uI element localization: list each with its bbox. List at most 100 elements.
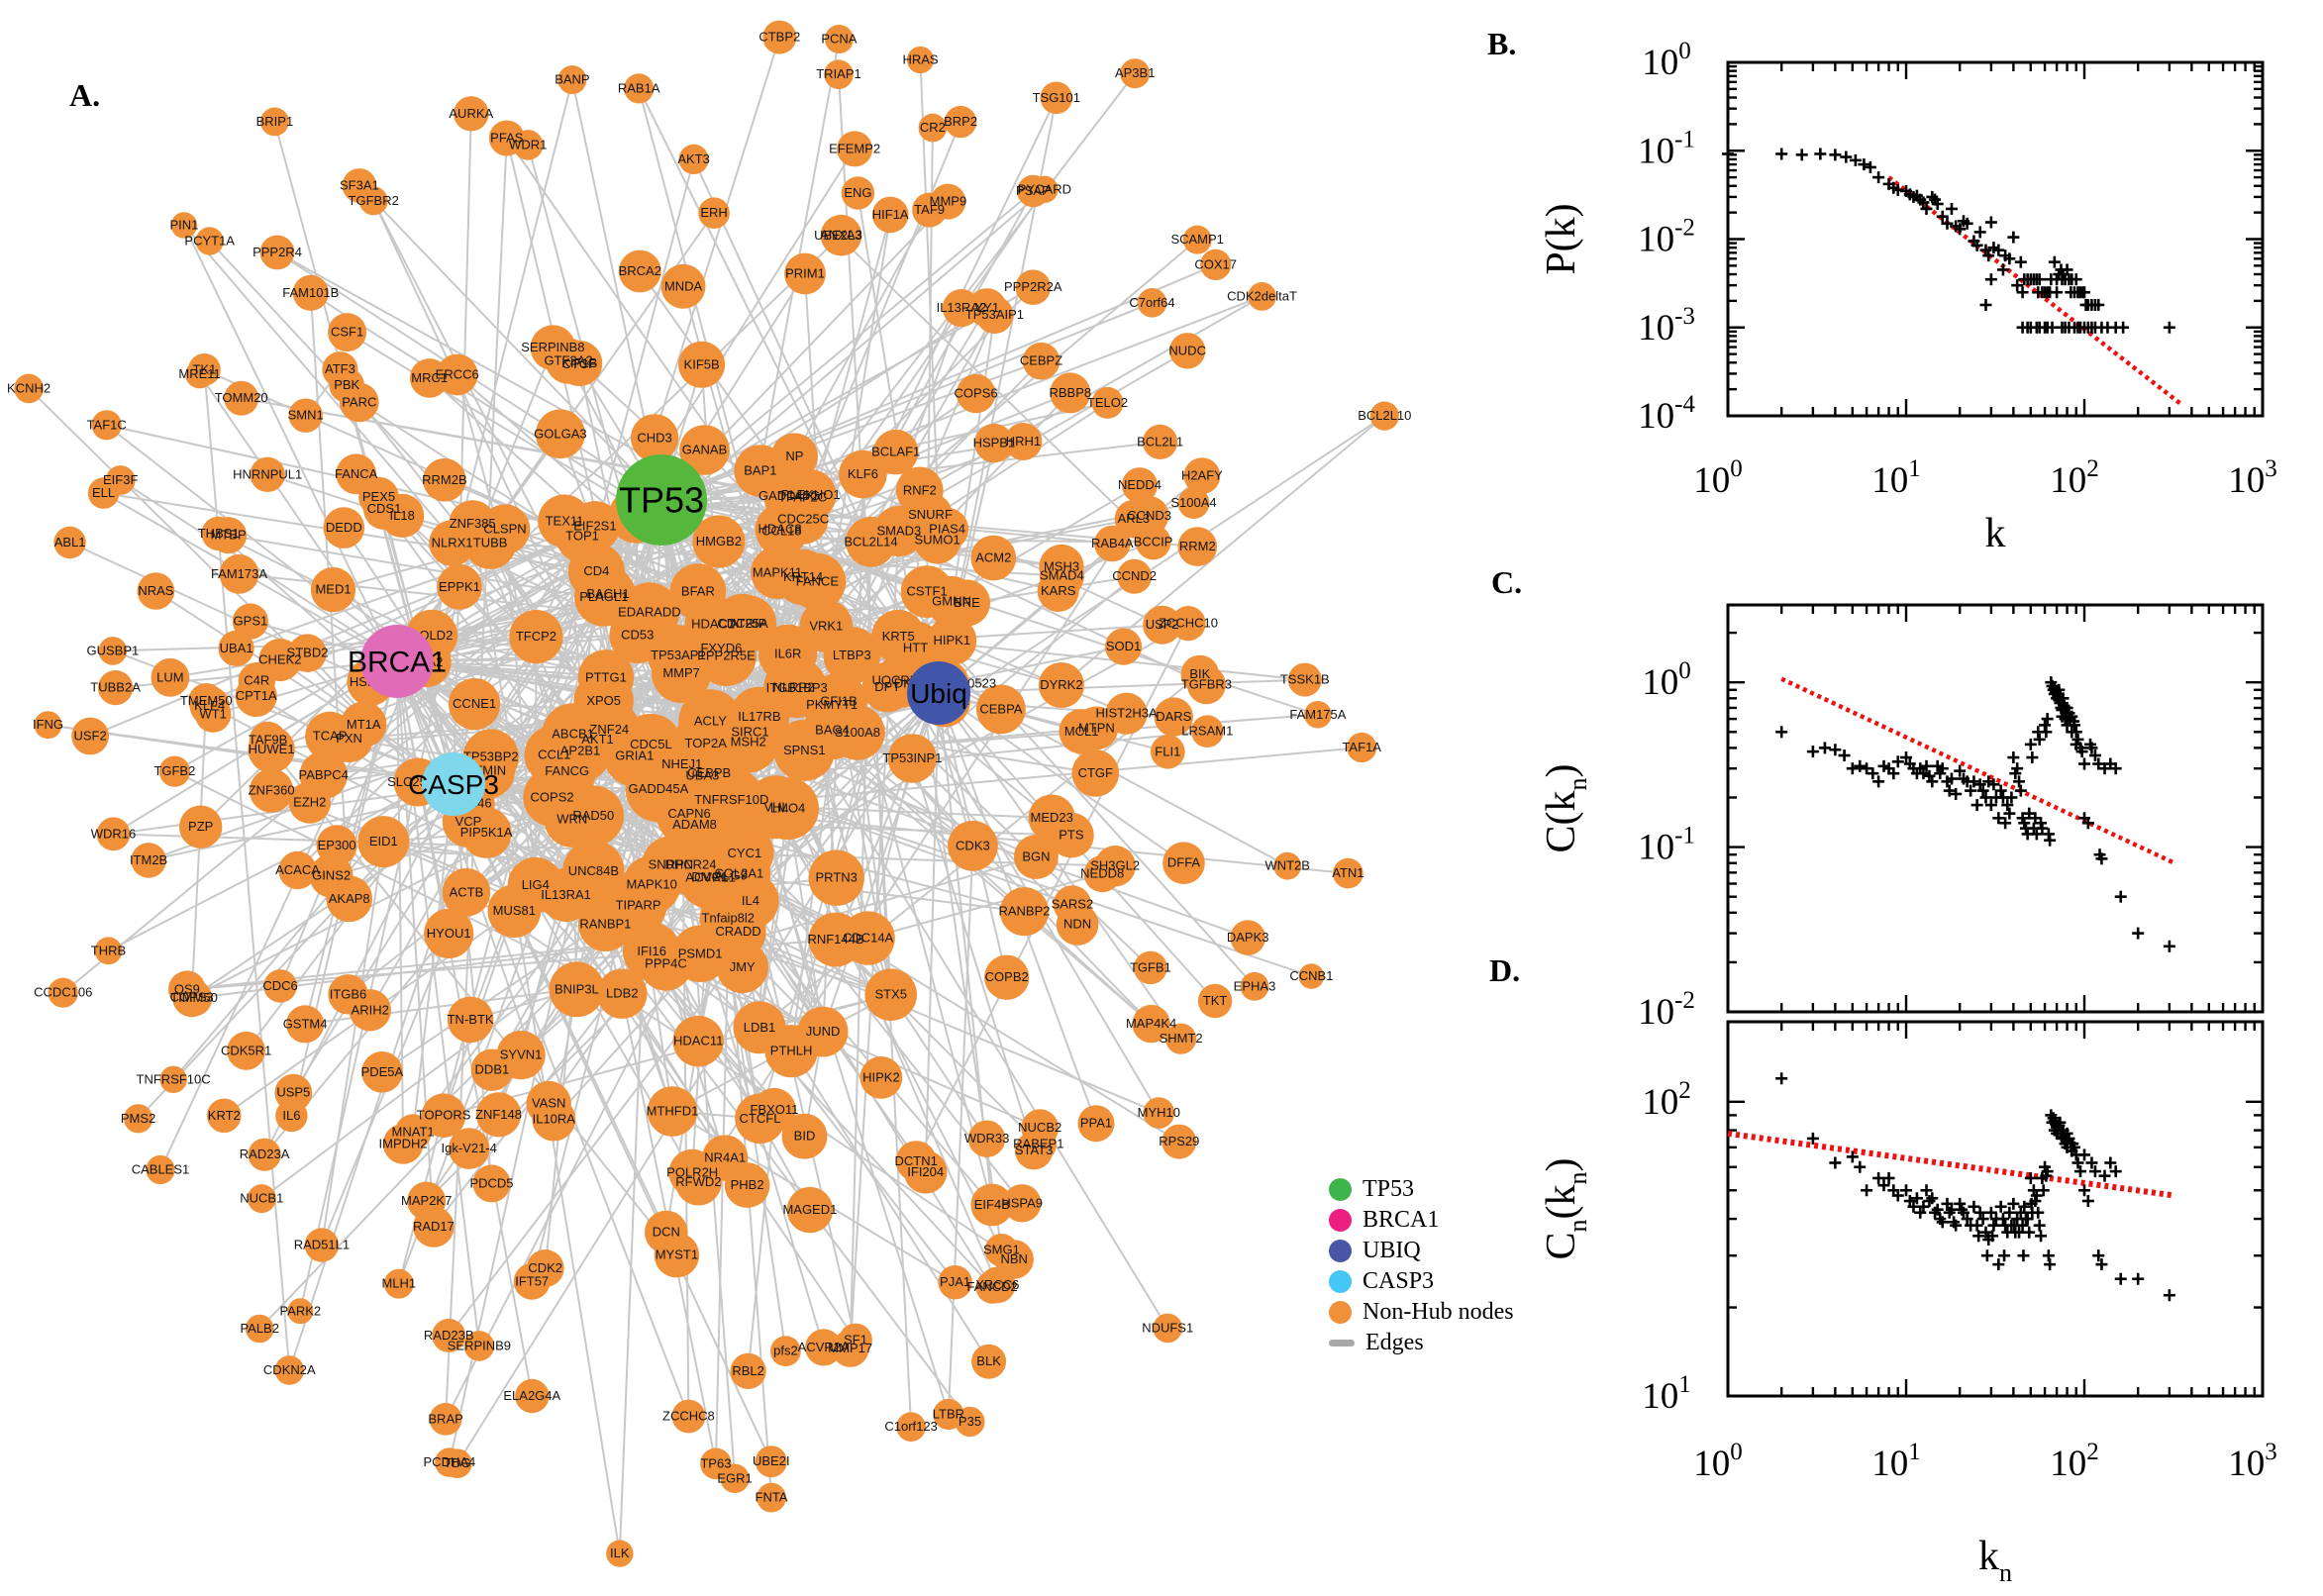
- network-node-label: EFEMP2: [829, 141, 880, 155]
- network-node: [756, 505, 808, 557]
- network-node: [716, 941, 768, 994]
- hub-node-label-brca1: BRCA1: [348, 647, 447, 679]
- network-node: [34, 711, 62, 740]
- network-node-label: MUS81: [493, 903, 536, 918]
- network-node-label: CDK3: [956, 838, 990, 852]
- network-node-label: PEX5: [362, 489, 395, 504]
- network-node-label: FANCD2: [966, 1279, 1017, 1294]
- network-node-label: SF1: [844, 1333, 867, 1347]
- network-node-label: ELA2G4A: [503, 1388, 560, 1403]
- network-node-label: PKMYT1: [806, 697, 858, 712]
- network-node: [316, 825, 357, 866]
- network-node-label: ATRIP: [730, 616, 766, 631]
- network-node-label: GADD45G: [758, 488, 820, 503]
- network-node-label: COPS2: [531, 789, 574, 804]
- network-node: [413, 1206, 454, 1247]
- network-node-label: EIF4B: [974, 1197, 1010, 1212]
- network-node: [1240, 971, 1269, 1001]
- hub-node-label-casp3: CASP3: [408, 769, 499, 800]
- network-node-label: DARS: [1156, 709, 1191, 724]
- network-node-label: ATF3: [325, 361, 355, 376]
- network-edge: [837, 235, 1155, 544]
- network-node-label: PCYT1A: [184, 234, 235, 249]
- network-node-label: CCDC106: [34, 985, 92, 1000]
- network-node-label: CTGF: [1078, 765, 1113, 780]
- network-node: [735, 1093, 785, 1145]
- network-node-label: PFAS: [490, 131, 524, 146]
- network-node-label: MAPK11: [753, 564, 802, 579]
- network-node: [513, 1262, 551, 1300]
- network-node-label: TP53AIP1: [965, 307, 1024, 322]
- network-node: [757, 777, 819, 841]
- network-node-label: ACTB: [450, 884, 484, 899]
- network-node-label: GANAB: [682, 443, 728, 457]
- network-node-label: MSH3: [1044, 559, 1079, 574]
- network-node-label: ZNF385: [450, 516, 496, 531]
- network-node-label: RAD50: [572, 808, 614, 823]
- network-node-label: STBD2: [287, 646, 329, 660]
- network-node-label: MED1: [315, 582, 351, 597]
- network-node: [1230, 920, 1265, 955]
- x-tick-label: 102: [2050, 455, 2099, 501]
- network-node-label: HDAC11: [673, 1034, 723, 1048]
- network-node: [770, 1336, 801, 1367]
- network-node-label: LTBP3: [833, 648, 871, 662]
- network-node-label: CAPN6: [667, 806, 710, 821]
- network-node: [649, 732, 715, 798]
- network-node-label: BCL2L1: [1137, 434, 1183, 449]
- network-node-label: PPP2R2A: [1004, 279, 1062, 294]
- x-tick-label: 100: [1693, 1439, 1743, 1484]
- network-node-label: CSTF1: [907, 584, 948, 599]
- network-edge: [173, 770, 623, 995]
- network-node-label: PSMD1: [678, 946, 723, 960]
- network-node: [1191, 715, 1224, 748]
- network-node-label: BID: [794, 1129, 816, 1144]
- network-node-label: AKAP8: [329, 891, 370, 906]
- network-node-label: KARS: [1041, 583, 1076, 598]
- hub-node-label-tp53: TP53: [619, 480, 704, 521]
- network-node-label: IL6: [282, 1108, 300, 1123]
- network-node-label: CCND2: [1112, 568, 1157, 583]
- network-node: [692, 515, 746, 568]
- network-node: [259, 235, 295, 270]
- network-node-label: BRIP1: [256, 114, 294, 129]
- network-node-label: PXN: [336, 731, 362, 746]
- network-node-label: IL4: [742, 893, 759, 908]
- network-node-label: PTTG1: [585, 669, 627, 684]
- network-node-label: BRP2: [944, 114, 977, 129]
- network-node-label: RAD23A: [240, 1147, 290, 1161]
- network-node-label: CCNE1: [453, 696, 496, 711]
- network-node-label: FAM173A: [211, 566, 267, 581]
- network-node-label: TNFRSF10D: [694, 792, 768, 807]
- network-node-label: HSPB1: [973, 436, 1016, 450]
- network-edge: [382, 841, 1041, 1130]
- network-node-label: SUMO1: [914, 533, 960, 548]
- network-node-label: MAP4K4: [1126, 1016, 1176, 1031]
- network-node-label: NDUFS1: [1142, 1320, 1193, 1335]
- network-node-label: WT1: [199, 707, 226, 722]
- legend-item-label: Non-Hub nodes: [1363, 1299, 1514, 1325]
- network-node: [310, 567, 356, 613]
- network-node: [542, 703, 604, 765]
- network-node: [1304, 701, 1332, 729]
- network-node-label: MAP2K7: [401, 1193, 452, 1208]
- network-node: [975, 1270, 1009, 1304]
- network-node-label: BFAR: [681, 584, 715, 599]
- y-axis-title-D: Cn(kn): [1539, 1157, 1592, 1259]
- network-node-label: S100A8: [835, 725, 880, 740]
- legend-edge-swatch: [1329, 1340, 1355, 1347]
- network-edge: [190, 700, 208, 998]
- network-node-label: PCNA: [821, 32, 857, 47]
- network-node-label: HNRNPUL1: [233, 466, 302, 481]
- x-tick-label: 100: [1693, 455, 1743, 501]
- network-node: [227, 1031, 265, 1070]
- network-node: [442, 868, 491, 917]
- network-node: [168, 970, 206, 1009]
- network-node-label: ZCCHC8: [662, 1409, 715, 1424]
- network-node-label: EID1: [369, 834, 398, 848]
- network-node-label: STX5: [874, 987, 907, 1002]
- network-node-label: PYCARD: [1018, 181, 1071, 196]
- network-node-label: TOP2A: [685, 736, 728, 750]
- network-node: [896, 1412, 926, 1442]
- network-node-label: CDC25A: [717, 616, 768, 631]
